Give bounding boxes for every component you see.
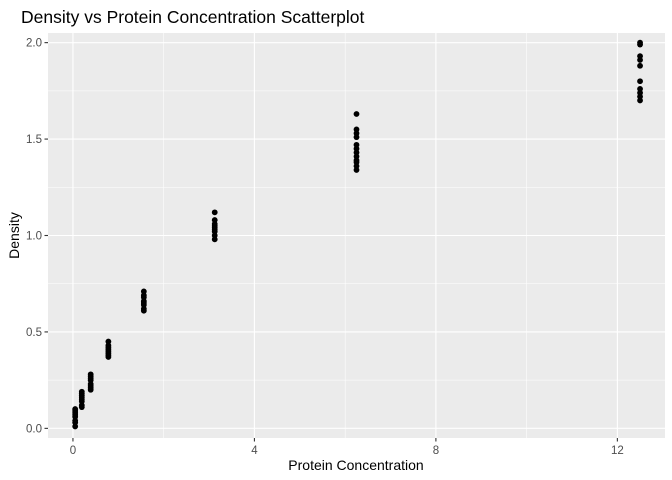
y-axis-title: Density	[6, 212, 22, 259]
x-tick-label: 0	[70, 445, 76, 457]
data-point	[637, 62, 643, 69]
y-tick-label: 1.0	[26, 231, 42, 243]
x-axis-title: Protein Concentration	[288, 457, 423, 473]
data-point	[78, 388, 85, 395]
data-point	[140, 288, 147, 295]
x-axis-ticks: 0 4 8 12	[70, 438, 624, 457]
y-tick-label: 0.5	[26, 327, 42, 339]
data-point	[211, 209, 218, 216]
data-point	[637, 53, 643, 60]
data-point	[211, 217, 218, 223]
x-tick-label: 12	[611, 445, 624, 457]
y-tick-label: 1.5	[26, 134, 42, 146]
data-point	[353, 141, 360, 148]
data-point	[637, 39, 643, 46]
data-point	[72, 406, 79, 412]
data-points	[72, 39, 643, 430]
x-tick-label: 4	[251, 445, 258, 457]
data-point	[353, 111, 360, 117]
data-point	[637, 86, 643, 92]
data-point	[87, 371, 94, 378]
data-point	[353, 126, 360, 133]
x-tick-label: 8	[433, 445, 439, 457]
y-tick-label: 0.0	[26, 423, 42, 435]
data-point	[105, 338, 112, 345]
y-axis-ticks: 0.0 0.5 1.0 1.5 2.0	[26, 38, 48, 435]
data-point	[637, 78, 643, 85]
chart-title: Density vs Protein Concentration Scatter…	[21, 7, 364, 27]
y-tick-label: 2.0	[26, 38, 42, 50]
